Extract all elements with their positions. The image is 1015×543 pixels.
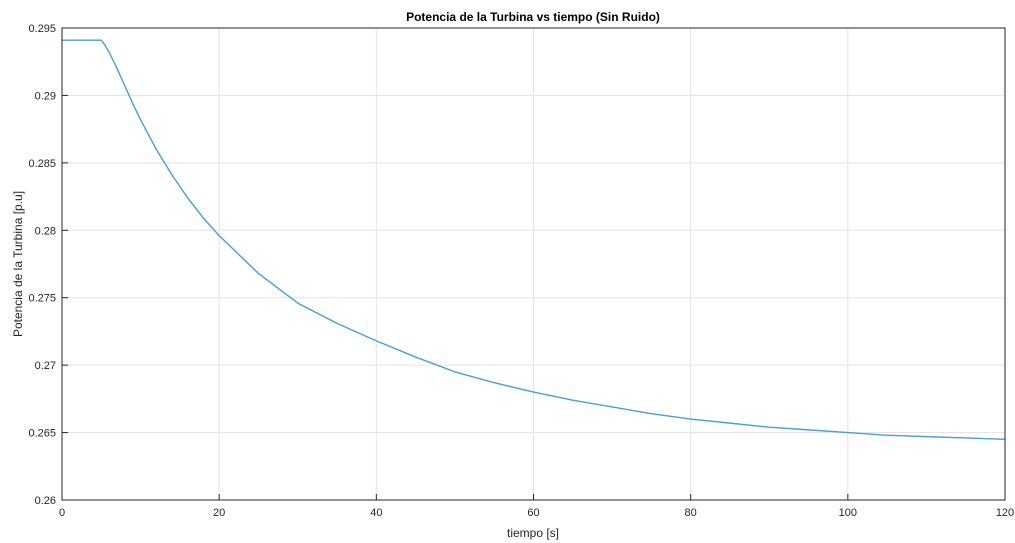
- y-axis-ticks: 0.26 0.265 0.27 0.275 0.28 0.285 0.29 0.295: [28, 23, 68, 507]
- x-axis-ticks: 0 20 40 60 80 100 120: [59, 494, 1014, 519]
- y-tick-label: 0.295: [28, 23, 56, 35]
- x-tick-label: 80: [685, 507, 697, 519]
- x-tick-label: 120: [996, 507, 1014, 519]
- y-axis-label: Potencia de la Turbina [p.u]: [11, 191, 25, 337]
- x-tick-label: 0: [59, 507, 65, 519]
- chart-title: Potencia de la Turbina vs tiempo (Sin Ru…: [406, 10, 660, 24]
- x-tick-label: 40: [370, 507, 382, 519]
- y-tick-label: 0.265: [28, 428, 56, 440]
- series-layer: [62, 39, 1006, 441]
- x-tick-label: 100: [839, 507, 857, 519]
- y-tick-label: 0.27: [35, 360, 56, 372]
- x-tick-label: 20: [213, 507, 225, 519]
- x-tick-label: 60: [527, 507, 539, 519]
- y-tick-label: 0.275: [28, 293, 56, 305]
- series-line: [62, 39, 1006, 441]
- y-tick-label: 0.28: [35, 225, 56, 237]
- grid-lines: [62, 28, 1005, 500]
- y-tick-label: 0.26: [35, 495, 56, 507]
- y-tick-label: 0.29: [35, 90, 56, 102]
- x-axis-label: tiempo [s]: [507, 526, 559, 540]
- y-tick-label: 0.285: [28, 158, 56, 170]
